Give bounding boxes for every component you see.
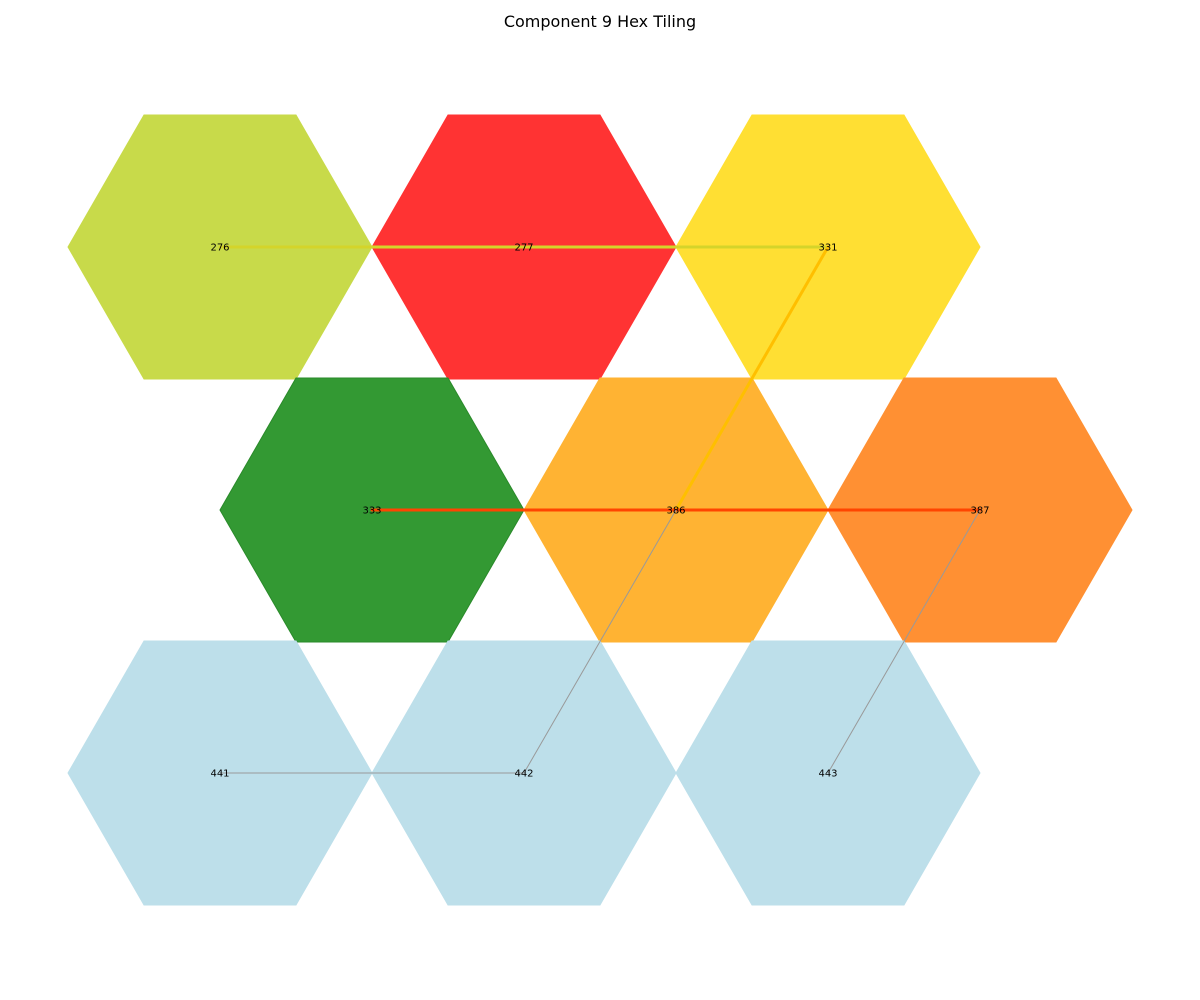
cell-label-443: 443 [818,769,837,780]
label-layer: 276 277 331 333 386 387 441 442 443 [210,243,989,780]
cell-label-387: 387 [970,506,989,517]
cell-label-442: 442 [514,769,533,780]
cell-label-333: 333 [362,506,381,517]
link-331-386 [674,245,830,512]
cell-label-386: 386 [666,506,685,517]
link-layer [218,245,982,774]
cell-label-277: 277 [514,243,533,254]
cell-label-331: 331 [818,243,837,254]
cell-label-441: 441 [210,769,229,780]
cell-label-276: 276 [210,243,229,254]
link-386-442 [523,509,677,774]
link-387-443 [827,509,981,774]
diagram-title: Component 9 Hex Tiling [503,12,697,31]
